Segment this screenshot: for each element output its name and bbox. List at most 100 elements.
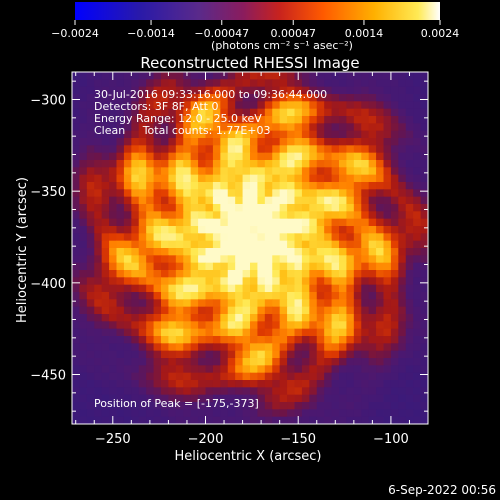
heatmap-cell [109,240,118,249]
heatmap-cell [146,248,155,256]
heatmap-cell [287,240,296,249]
heatmap-cell [153,248,162,256]
heatmap-cell [242,343,251,352]
heatmap-cell [183,226,192,234]
heatmap-cell [390,409,399,418]
heatmap-cell [316,123,325,132]
heatmap-cell [242,248,251,256]
heatmap-cell [109,94,118,102]
heatmap-cell [257,328,266,337]
heatmap-cell [324,321,333,330]
heatmap-cell [198,343,207,352]
heatmap-cell [101,204,110,212]
heatmap-cell [383,350,392,359]
heatmap-cell [279,255,288,264]
heatmap-cell [101,277,110,286]
heatmap-cell [368,218,377,227]
heatmap-cell [175,233,184,242]
heatmap-cell [220,160,229,168]
heatmap-cell [257,233,266,242]
heatmap-cell [264,394,273,403]
heatmap-cell [146,123,155,132]
heatmap-cell [383,189,392,198]
heatmap-cell [413,226,422,234]
heatmap-cell [361,284,370,293]
x-tick-label: −100 [373,432,409,447]
heatmap-cell [279,387,288,396]
heatmap-cell [123,321,132,330]
heatmap-cell [316,233,325,242]
heatmap-cell [72,343,81,352]
heatmap-cell [161,328,170,337]
heatmap-cell [287,152,296,161]
heatmap-cell [153,72,162,80]
heatmap-cell [250,211,259,220]
heatmap-cell [183,255,192,264]
heatmap-cell [101,292,110,300]
heatmap-cell [86,321,95,330]
heatmap-cell [183,101,192,110]
heatmap-cell [405,189,414,198]
heatmap-cell [220,94,229,102]
heatmap-cell [279,152,288,161]
heatmap-cell [272,86,281,95]
heatmap-cell [383,277,392,286]
heatmap-cell [353,321,362,330]
heatmap-cell [353,409,362,418]
heatmap-cell [153,211,162,220]
heatmap-cell [368,152,377,161]
heatmap-cell [198,160,207,168]
heatmap-cell [368,240,377,249]
heatmap-cell [86,226,95,234]
heatmap-cell [420,394,428,403]
heatmap-cell [79,372,88,381]
heatmap-cell [227,79,236,88]
heatmap-cell [227,306,236,315]
heatmap-cell [242,336,251,344]
heatmap-cell [242,394,251,403]
heatmap-cell [279,211,288,220]
heatmap-cell [198,314,207,322]
heatmap-cell [361,394,370,403]
heatmap-cell [301,284,310,293]
heatmap-cell [413,380,422,388]
heatmap-cell [168,94,177,102]
heatmap-cell [94,101,103,110]
heatmap-cell [101,358,110,366]
heatmap-cell [86,277,95,286]
heatmap-cell [123,160,132,168]
heatmap-cell [235,328,244,337]
heatmap-cell [79,402,88,410]
heatmap-cell [420,343,428,352]
heatmap-cell [79,116,88,124]
heatmap-cell [131,145,140,154]
heatmap-cell [250,358,259,366]
heatmap-cell [131,314,140,322]
heatmap-cell [324,292,333,300]
heatmap-cell [109,262,118,271]
heatmap-cell [309,138,318,146]
heatmap-cell [324,152,333,161]
heatmap-cell [264,108,273,117]
heatmap-cell [235,138,244,146]
heatmap-cell [242,152,251,161]
heatmap-cell [287,314,296,322]
heatmap-cell [257,409,266,418]
heatmap-cell [250,343,259,352]
heatmap-cell [257,262,266,271]
heatmap-cell [287,160,296,168]
heatmap-cell [413,101,422,110]
heatmap-cell [250,218,259,227]
heatmap-cell [279,145,288,154]
heatmap-cell [138,79,147,88]
heatmap-cell [109,299,118,308]
heatmap-cell [376,160,385,168]
heatmap-cell [331,284,340,293]
heatmap-cell [339,372,348,381]
heatmap-cell [242,211,251,220]
heatmap-cell [242,123,251,132]
heatmap-cell [86,255,95,264]
heatmap-cell [79,380,88,388]
heatmap-cell [198,394,207,403]
heatmap-cell [131,138,140,146]
